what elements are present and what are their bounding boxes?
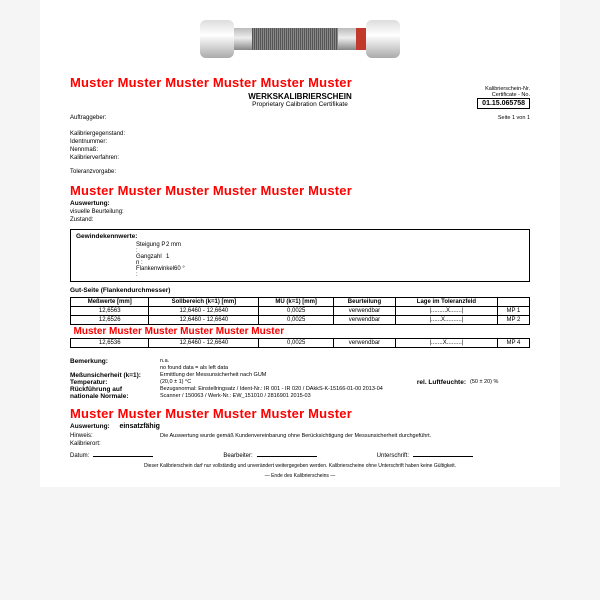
table-row: 12,653612,6460 - 12,66400,0025verwendbar… [71,338,530,347]
label-kalibrierverfahren: Kalibrierverfahren: [70,154,530,162]
cert-no-label: Kalibrierschein-Nr. Certificate - No. [477,86,530,98]
label-zustand: Zustand: [70,216,530,224]
label-auftraggeber: Auftraggeber: [70,114,530,122]
doc-subtitle: Proprietary Calibration Certifikate [70,101,530,108]
bemerkung-row: Bemerkung: n.a. no found data = als left… [70,358,530,372]
signature-row: Datum: Bearbeiter: Unterschrift: [70,453,530,459]
page-indicator: Seite 1 von 1 [477,115,530,121]
table-row-watermark: Muster Muster Muster Muster Muster Muste… [71,324,530,338]
watermark-4: Muster Muster Muster Muster Muster Muste… [70,406,530,421]
label-nennmass: Nennmaß: [70,146,530,154]
watermark-2: Muster Muster Muster Muster Muster Muste… [70,183,530,198]
ruck-row: Rückführung auf nationale Normale: Bezug… [70,386,530,400]
measurement-table: Meßwerte [mm] Sollbereich (k=1) [mm] MU … [70,297,530,348]
doc-title: WERKSKALIBRIERSCHEIN [70,92,530,101]
hinweis-row: Hinweis: Die Auswertung wurde gemäß Kund… [70,433,530,440]
auswertung-row: Auswertung: einsatzfähig [70,423,530,430]
plug-gauge-illustration [200,18,400,60]
temp-row: Temperatur: (20,0 ± 1) °C rel. Luftfeuch… [70,379,530,386]
eval-fields: Auswertung: visuelle Beurteilung: Zustan… [70,200,530,225]
footer-note-2: — Ende des Kalibrierscheins — [70,473,530,479]
label-auswertung: Auswertung: [70,200,530,209]
label-visuelle: visuelle Beurteilung: [70,208,530,216]
label-identnummer: Identnummer: [70,138,530,146]
watermark-1: Muster Muster Muster Muster Muster Muste… [70,75,530,90]
mu-row: Meßunsicherheit (k=1): Ermittlung der Me… [70,372,530,379]
label-kalibriergegenstand: Kalibriergegenstand: [70,130,530,138]
cert-number-block: Kalibrierschein-Nr. Certificate - No. 01… [477,86,530,121]
certificate-page: Muster Muster Muster Muster Muster Muste… [40,0,560,487]
gut-seite-label: Gut-Seite (Flankendurchmesser) [70,287,530,294]
kalibrierort-row: Kalibrierort: [70,441,530,447]
cert-no-value: 01.15.065758 [477,98,530,109]
gewinde-box: Gewindekennwerte: Steigung P :2 mm Gangz… [70,229,530,282]
table-row: 12,652612,6460 - 12,66400,0025verwendbar… [71,315,530,324]
header-fields: Auftraggeber: Kalibriergegenstand: Ident… [70,114,530,177]
footer-note-1: Dieser Kalibrierschein darf nur vollstän… [70,463,530,469]
label-toleranzvorgabe: Toleranzvorgabe: [70,168,530,176]
gewinde-title: Gewindekennwerte: [76,233,524,240]
table-row: 12,656312,6460 - 12,66400,0025verwendbar… [71,306,530,315]
table-header-row: Meßwerte [mm] Sollbereich (k=1) [mm] MU … [71,297,530,306]
product-image [70,10,530,69]
